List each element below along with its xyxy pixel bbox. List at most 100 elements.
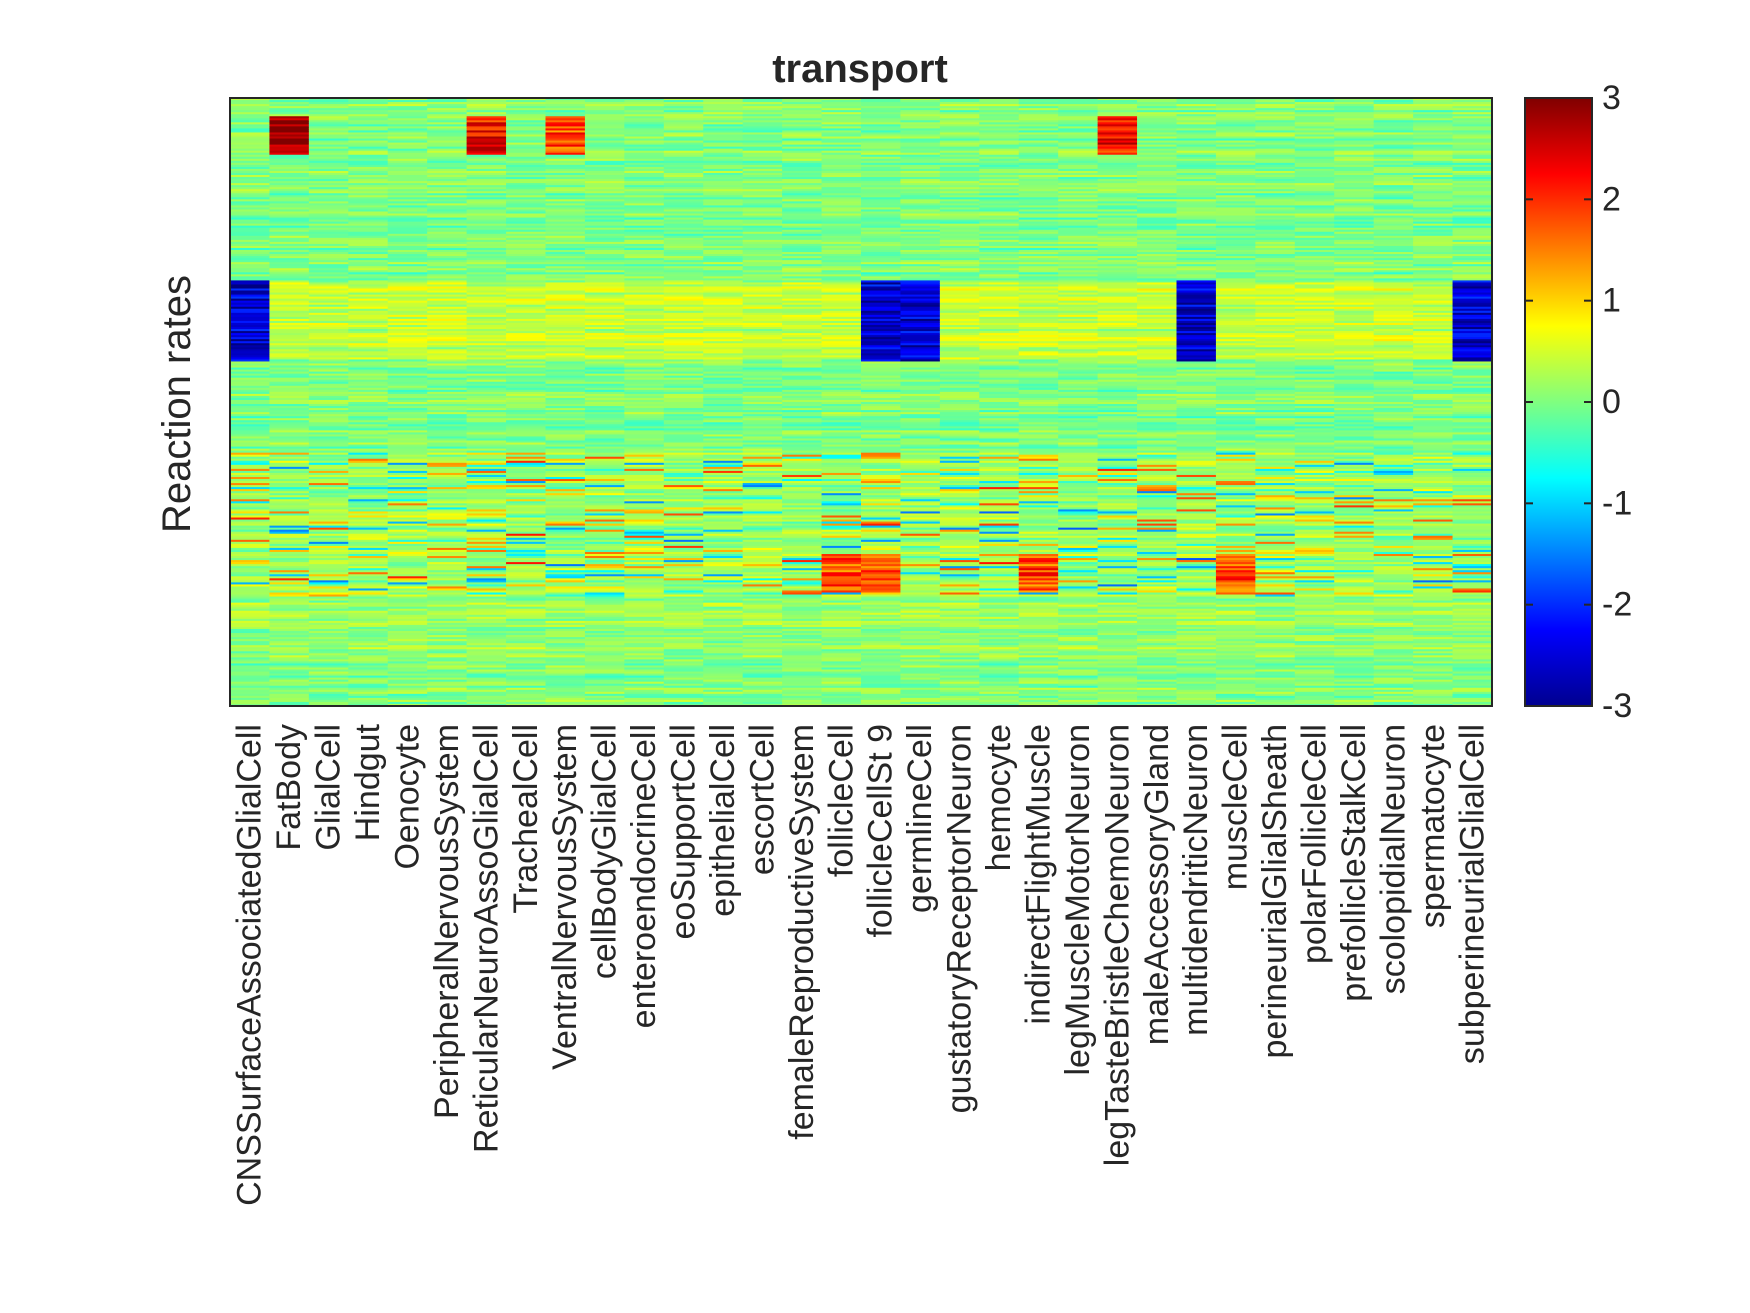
heatmap-cell (348, 223, 389, 227)
heatmap-cell (663, 254, 704, 257)
heatmap-cell (663, 102, 704, 105)
heatmap-cell (663, 515, 704, 519)
heatmap-cell (506, 304, 547, 308)
heatmap-cell (269, 472, 310, 476)
heatmap-cell (663, 181, 704, 184)
heatmap-cell (624, 639, 665, 642)
heatmap-cell (269, 547, 310, 551)
heatmap-cell (545, 355, 586, 359)
heatmap-cell (506, 195, 547, 198)
heatmap-cell (387, 318, 428, 322)
heatmap-cell (348, 193, 389, 196)
heatmap-cell (466, 142, 507, 146)
heatmap-cell (821, 296, 862, 300)
heatmap-cell (545, 168, 586, 172)
heatmap-cell (742, 199, 783, 202)
heatmap-cell (427, 345, 468, 348)
heatmap-cell (427, 491, 468, 494)
heatmap-cell (663, 420, 704, 423)
heatmap-cell (466, 462, 507, 466)
heatmap-cell (506, 341, 547, 344)
heatmap-cell (584, 641, 625, 644)
heatmap-cell (545, 610, 586, 614)
heatmap-cell (269, 408, 310, 411)
heatmap-cell (545, 237, 586, 241)
heatmap-cell (584, 114, 625, 117)
heatmap-cell (742, 460, 783, 464)
heatmap-cell (584, 404, 625, 407)
heatmap-cell (782, 260, 823, 263)
heatmap-cell (506, 541, 547, 545)
heatmap-cell (427, 187, 468, 190)
heatmap-cell (742, 389, 783, 393)
heatmap-cell (230, 458, 271, 462)
heatmap-cell (742, 335, 783, 338)
heatmap-cell (387, 568, 428, 571)
heatmap-cell (269, 535, 310, 539)
heatmap-cell (663, 241, 704, 245)
heatmap-cell (545, 537, 586, 541)
heatmap-cell (545, 635, 586, 638)
heatmap-cell (387, 448, 428, 452)
heatmap-cell (506, 428, 547, 431)
heatmap-cell (663, 233, 704, 237)
heatmap-cell (427, 576, 468, 579)
heatmap-cell (506, 531, 547, 535)
heatmap-cell (663, 560, 704, 563)
heatmap-cell (584, 479, 625, 482)
heatmap-cell (663, 598, 704, 602)
heatmap-cell (821, 245, 862, 249)
heatmap-cell (782, 201, 823, 204)
heatmap-cell (584, 673, 625, 677)
heatmap-cell (427, 215, 468, 219)
heatmap-cell (624, 535, 665, 539)
heatmap-cell (782, 203, 823, 207)
heatmap-cell (230, 639, 271, 642)
heatmap-cell (624, 252, 665, 255)
heatmap-cell (584, 361, 625, 365)
heatmap-cell (387, 221, 428, 225)
heatmap-cell (427, 539, 468, 543)
heatmap-cell (703, 383, 744, 387)
heatmap-cell (466, 138, 507, 142)
heatmap-cell (584, 598, 625, 602)
heatmap-cell (545, 254, 586, 257)
heatmap-cell (663, 545, 704, 549)
heatmap-cell (821, 527, 862, 531)
heatmap-cell (703, 497, 744, 500)
heatmap-cell (663, 468, 704, 472)
heatmap-cell (506, 274, 547, 277)
heatmap-cell (466, 181, 507, 184)
heatmap-cell (703, 509, 744, 513)
heatmap-cell (348, 675, 389, 679)
heatmap-cell (545, 235, 586, 239)
heatmap-cell (230, 189, 271, 192)
heatmap-cell (742, 379, 783, 383)
heatmap-cell (742, 414, 783, 417)
heatmap-cell (466, 438, 507, 442)
heatmap-cell (506, 211, 547, 215)
heatmap-cell (308, 426, 349, 429)
heatmap-cell (466, 371, 507, 375)
heatmap-cell (545, 112, 586, 115)
heatmap-cell (742, 633, 783, 636)
heatmap-cell (230, 462, 271, 466)
heatmap-cell (584, 148, 625, 152)
heatmap-cell (703, 331, 744, 334)
heatmap-cell (466, 345, 507, 348)
heatmap-cell (545, 651, 586, 654)
heatmap-cell (545, 485, 586, 488)
heatmap-cell (584, 132, 625, 136)
heatmap-cell (387, 618, 428, 622)
heatmap-cell (861, 450, 902, 454)
heatmap-cell (348, 337, 389, 340)
heatmap-cell (742, 308, 783, 312)
heatmap-cell (348, 590, 389, 594)
heatmap-cell (466, 375, 507, 379)
heatmap-cell (269, 586, 310, 590)
heatmap-cell (269, 683, 310, 687)
heatmap-cell (506, 566, 547, 569)
heatmap-cell (742, 458, 783, 462)
heatmap-cell (230, 170, 271, 174)
heatmap-cell (427, 355, 468, 359)
